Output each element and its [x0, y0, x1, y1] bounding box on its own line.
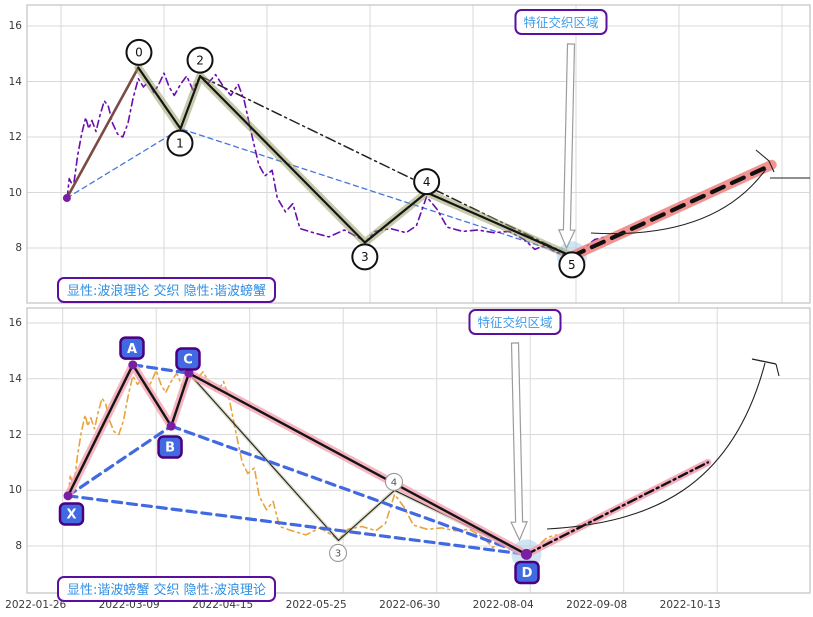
wave-label-3-text: 3 [361, 250, 369, 264]
wave-label-1-text: 1 [176, 136, 184, 150]
harmonic-label-text-X: X [66, 508, 76, 523]
wave-label-1 [166, 129, 194, 157]
hidden-wave-label-4 [384, 472, 404, 491]
wave-label-3 [351, 243, 379, 271]
xtick-2022-08-04: 2022-08-04 [472, 599, 534, 611]
harmonic-vertex-dot-1 [128, 360, 138, 370]
top-panel-legend-label: 显性:波浪理论 交织 隐性:谐波螃蟹 [57, 277, 277, 303]
bottom-panel-border [26, 307, 811, 594]
bottom-feature-zone-annotation: 特征交织区域 [468, 309, 562, 335]
wave-label-4 [413, 168, 441, 196]
harmonic-dashed-line-0 [66, 424, 173, 498]
top-ytick-12: 12 [8, 131, 22, 143]
top-origin-dot [62, 194, 71, 203]
harmonic-label-text-B: B [165, 441, 175, 456]
bottom-annotation-arrow [510, 342, 529, 542]
hidden-wave-label-3 [329, 543, 348, 563]
wave-label-5 [558, 251, 586, 279]
bottom-annotation-arc [546, 362, 766, 530]
top-ytick-8: 8 [15, 242, 22, 254]
top-ytick-14: 14 [8, 75, 22, 88]
top-feature-zone-annotation: 特征交织区域 [514, 9, 608, 35]
top-wave-start-segment [65, 66, 140, 200]
top-panel-border [26, 4, 811, 304]
hidden-wave-label-3-text: 3 [335, 549, 341, 560]
wave-label-2 [186, 46, 214, 74]
harmonic-vertex-dot-0 [63, 491, 73, 501]
wave-label-0 [125, 38, 153, 66]
top-arc-end-bracket [755, 149, 775, 173]
harmonic-vertex-dot-2 [166, 421, 176, 431]
bottom-ytick-8: 8 [15, 540, 22, 552]
top-annotation-arc [590, 168, 767, 235]
xtick-2022-01-26: 2022-01-26 [5, 599, 67, 611]
xtick-2022-06-30: 2022-06-30 [379, 599, 441, 611]
bottom-ytick-16: 16 [8, 317, 22, 329]
bottom-panel-legend-label: 显性:谐波螃蟹 交织 隐性:波浪理论 [57, 576, 277, 602]
top-projection-line [569, 162, 774, 259]
harmonic-label-box-B [157, 435, 183, 459]
wave-label-4-text: 4 [423, 175, 431, 189]
bottom-arc-tcap [751, 358, 777, 365]
xtick-2022-05-25: 2022-05-25 [285, 599, 347, 611]
xtick-2022-09-08: 2022-09-08 [566, 599, 628, 611]
harmonic-vertex-dot-3 [184, 368, 194, 378]
harmonic-label-box-C [175, 347, 201, 371]
top-hidden-harmonic-dashed-line [66, 128, 573, 257]
xtick-2022-10-13: 2022-10-13 [659, 599, 721, 611]
top-ytick-10: 10 [8, 186, 22, 199]
wave-label-5-text: 5 [568, 258, 576, 272]
top-price-line [66, 72, 606, 258]
xtick-2022-03-09: 2022-03-09 [98, 599, 160, 611]
harmonic-dashed-line-2 [169, 424, 529, 557]
harmonic-dashed-line-3 [66, 494, 529, 557]
harmonic-label-text-D: D [522, 566, 533, 581]
top-annotation-arrow [557, 43, 576, 250]
top-wave-line [137, 66, 574, 258]
harmonic-label-text-A: A [127, 342, 137, 357]
xtick-2022-04-15: 2022-04-15 [192, 599, 254, 611]
bottom-ytick-14: 14 [8, 372, 22, 385]
wave-label-0-text: 0 [135, 46, 143, 60]
top-ytick-16: 16 [8, 20, 22, 32]
harmonic-label-box-X [58, 502, 85, 526]
harmonic-label-box-A [119, 336, 145, 360]
harmonic-vertex-dot-4 [520, 548, 532, 560]
bottom-arc-hook [775, 363, 780, 377]
bottom-ytick-12: 12 [8, 428, 22, 441]
hidden-wave-label-4-text: 4 [391, 477, 397, 488]
harmonic-dashed-line-1 [131, 363, 191, 375]
bottom-projection-line [525, 461, 710, 556]
harmonic-label-box-D [514, 560, 540, 585]
harmonic-label-text-C: C [183, 353, 193, 368]
wave-label-2-text: 2 [196, 53, 204, 67]
bottom-ytick-10: 10 [8, 484, 22, 497]
